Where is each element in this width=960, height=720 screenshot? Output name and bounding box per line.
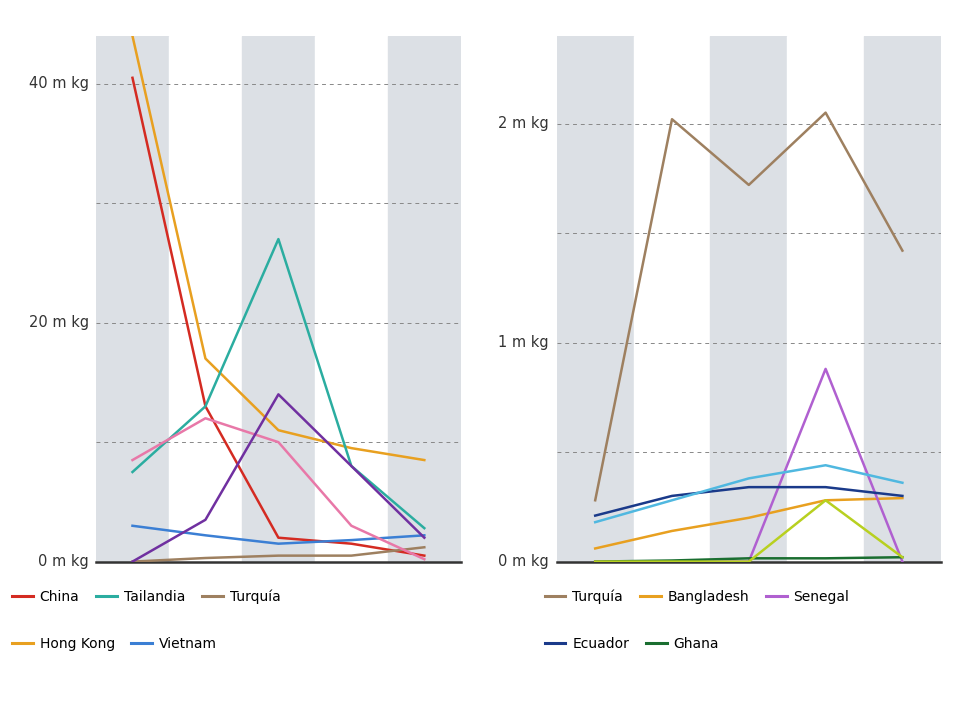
Legend: Hong Kong, Vietnam: Hong Kong, Vietnam (12, 637, 217, 651)
Text: 0 m kg: 0 m kg (498, 554, 549, 569)
Text: 2 m kg: 2 m kg (498, 116, 549, 131)
Text: 40 m kg: 40 m kg (29, 76, 88, 91)
Bar (388, 36, 461, 562)
Bar (787, 36, 864, 562)
Bar (710, 36, 787, 562)
Bar (634, 36, 710, 562)
Bar (557, 36, 634, 562)
Bar (242, 36, 315, 562)
Bar (864, 36, 941, 562)
Text: 0 m kg: 0 m kg (38, 554, 88, 569)
Text: 20 m kg: 20 m kg (29, 315, 88, 330)
Bar (315, 36, 388, 562)
Bar (169, 36, 242, 562)
Bar (96, 36, 169, 562)
Legend: Ecuador, Ghana: Ecuador, Ghana (544, 637, 719, 651)
Text: 1 m kg: 1 m kg (498, 335, 549, 350)
